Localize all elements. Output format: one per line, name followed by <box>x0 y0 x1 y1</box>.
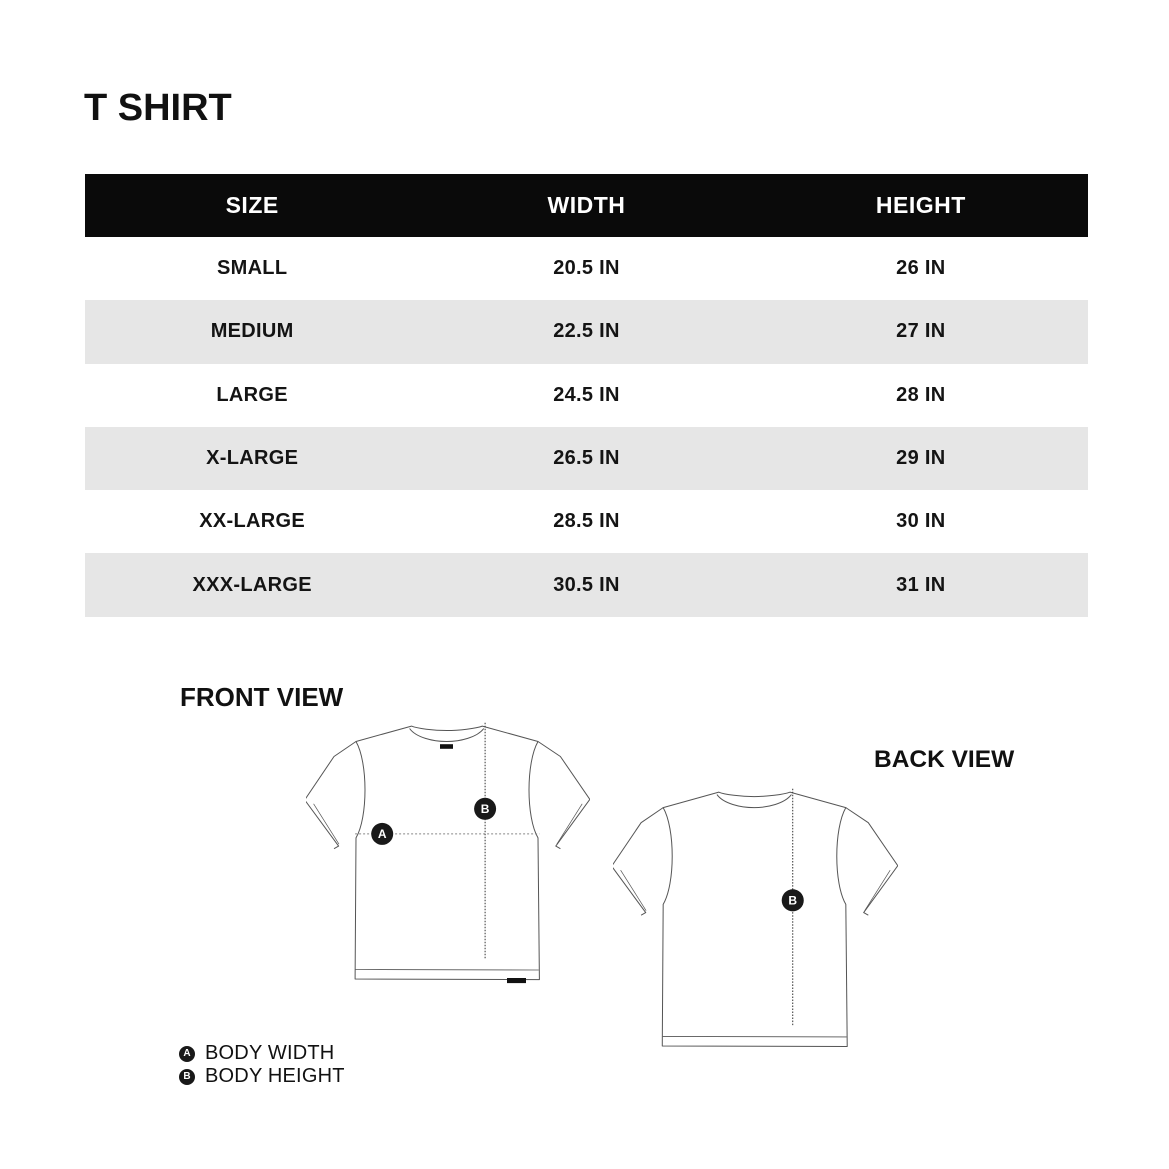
svg-text:B: B <box>481 802 490 816</box>
svg-text:B: B <box>788 893 797 907</box>
svg-text:A: A <box>378 827 387 841</box>
